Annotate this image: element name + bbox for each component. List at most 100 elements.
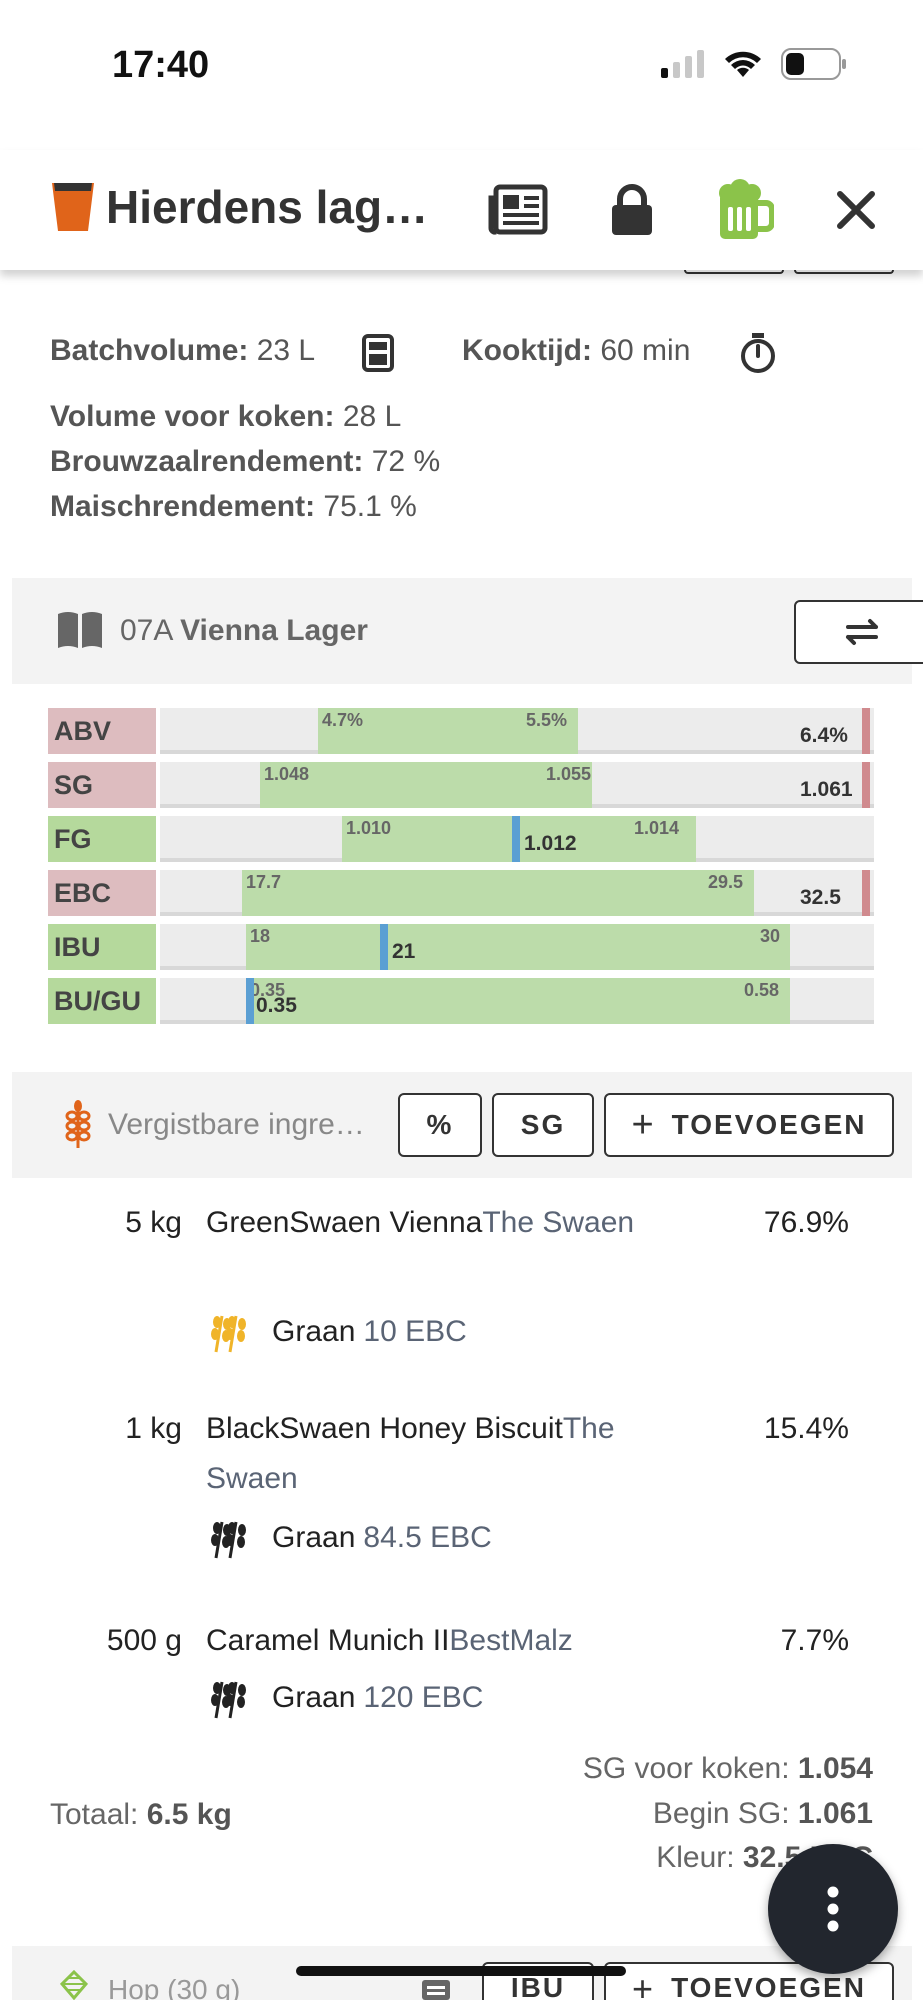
- status-time: 17:40: [112, 44, 210, 86]
- style-name[interactable]: 07A Vienna Lager: [120, 614, 368, 648]
- stat-track: 1.010 1.014 1.012: [160, 816, 874, 862]
- style-panel: 07A Vienna Lager: [12, 578, 912, 684]
- ingredient-type: Graan 84.5 EBC: [206, 1516, 492, 1560]
- batch-volume: Batchvolume: 23 L: [50, 334, 315, 368]
- stat-track: 18 30 21: [160, 924, 874, 970]
- stat-range: [242, 870, 754, 916]
- total-label: Totaal:: [50, 1798, 139, 1831]
- batch-volume-value: 23 L: [256, 334, 316, 367]
- stat-track: 17.7 29.5 32.5: [160, 870, 874, 916]
- swap-arrows-icon: [846, 619, 878, 645]
- stat-value-marker: [512, 816, 520, 862]
- plus-icon: +: [631, 1103, 656, 1146]
- pre-boil-value: 28 L: [342, 400, 402, 433]
- stat-value: 0.35: [256, 994, 297, 1017]
- original-gravity: Begin SG: 1.061: [653, 1797, 873, 1831]
- ingredient-brand: The Swaen: [206, 1412, 615, 1495]
- pre-boil-sg: SG voor koken: 1.054: [583, 1752, 873, 1786]
- stat-row-sg: SG 1.048 1.055 1.061: [48, 762, 874, 808]
- boil-time: Kooktijd: 60 min: [462, 334, 690, 368]
- app-header: Hierdens lag…: [0, 150, 923, 270]
- ingredient-percent: 76.9%: [763, 1206, 849, 1239]
- stat-range: [260, 762, 592, 808]
- ingredient-type-label: Graan: [272, 1521, 356, 1554]
- ingredient-name[interactable]: BlackSwaen Honey BiscuitThe Swaen: [206, 1404, 636, 1504]
- stat-label: BU/GU: [48, 978, 156, 1024]
- stat-row-ibu: IBU 18 30 21: [48, 924, 874, 970]
- stat-out-of-range-marker: [862, 708, 870, 754]
- ingredient-color: 120 EBC: [363, 1681, 484, 1714]
- ingredient-amount[interactable]: 500 g: [106, 1624, 182, 1657]
- ingredient-name[interactable]: Caramel Munich IIBestMalz: [206, 1616, 636, 1666]
- pre-boil-label: Volume voor koken:: [50, 400, 335, 433]
- calculator-icon[interactable]: [362, 334, 394, 372]
- stat-label: SG: [48, 762, 156, 808]
- stat-row-bu-gu: BU/GU 0.35 0.58 0.35: [48, 978, 874, 1024]
- stat-label: EBC: [48, 870, 156, 916]
- style-title: Vienna Lager: [180, 614, 368, 647]
- mash-efficiency: Maischrendement: 75.1 %: [50, 490, 417, 524]
- ingredient-type-label: Graan: [272, 1681, 356, 1714]
- stat-max: 0.58: [744, 980, 780, 1000]
- newspaper-icon: [488, 184, 548, 235]
- add-fermentable-label: TOEVOEGEN: [671, 1109, 867, 1140]
- mash-eff-value: 75.1 %: [323, 490, 417, 523]
- brew-session-button[interactable]: [712, 178, 776, 242]
- stat-value: 1.012: [524, 832, 577, 855]
- stat-max: 5.5%: [526, 710, 568, 730]
- stat-max: 1.014: [634, 818, 680, 838]
- stat-track: 1.048 1.055 1.061: [160, 762, 874, 808]
- stat-label: FG: [48, 816, 156, 862]
- stopwatch-icon[interactable]: [740, 332, 776, 374]
- cellular-signal-icon: [661, 50, 704, 78]
- pre-boil-volume: Volume voor koken: 28 L: [50, 400, 401, 434]
- close-icon: [837, 191, 875, 229]
- beer-mug-icon: [719, 179, 774, 239]
- ingredient-color: 84.5 EBC: [363, 1521, 492, 1554]
- hops-search[interactable]: Hop (30 g): [108, 1974, 241, 2000]
- lock-button[interactable]: [600, 178, 664, 242]
- ibu-button[interactable]: IBU: [482, 1962, 594, 2000]
- stat-label: IBU: [48, 924, 156, 970]
- fermentables-search[interactable]: Vergistbare ingre…: [108, 1108, 365, 1141]
- sg-button[interactable]: SG: [492, 1093, 594, 1157]
- stat-max: 1.055: [546, 764, 592, 784]
- ingredient-brand: BestMalz: [449, 1624, 573, 1657]
- stat-out-of-range-marker: [862, 870, 870, 916]
- total-weight: Totaal: 6.5 kg: [50, 1798, 232, 1832]
- lock-icon: [612, 184, 652, 235]
- stat-min: 4.7%: [322, 710, 364, 730]
- color-label: Kleur:: [656, 1841, 735, 1874]
- stat-range: [246, 978, 790, 1024]
- boil-time-label: Kooktijd:: [462, 334, 592, 367]
- ingredient-amount[interactable]: 5 kg: [125, 1206, 182, 1239]
- stat-value-marker: [380, 924, 388, 970]
- ingredient-name[interactable]: GreenSwaen ViennaThe Swaen: [206, 1198, 636, 1248]
- more-actions-button[interactable]: [768, 1844, 898, 1974]
- hop-icon: [59, 1970, 89, 2000]
- pre-boil-sg-value: 1.054: [797, 1752, 873, 1785]
- ingredient-percent: 7.7%: [780, 1624, 849, 1657]
- stat-min: 17.7: [246, 872, 282, 892]
- grain-icon: [211, 1315, 246, 1353]
- batch-volume-label: Batchvolume:: [50, 334, 249, 367]
- grain-icon: [211, 1681, 246, 1719]
- stat-max: 29.5: [708, 872, 744, 892]
- brewsheet-button[interactable]: [486, 178, 550, 242]
- total-value: 6.5 kg: [146, 1798, 232, 1831]
- percent-button[interactable]: %: [398, 1093, 482, 1157]
- recipe-title-area: Hierdens lag…: [50, 180, 428, 234]
- stat-max: 30: [760, 926, 781, 946]
- boil-time-value: 60 min: [600, 334, 691, 367]
- add-fermentable-button[interactable]: + TOEVOEGEN: [604, 1093, 894, 1157]
- ingredient-color: 10 EBC: [363, 1315, 467, 1348]
- list-icon[interactable]: [422, 1980, 450, 2000]
- close-button[interactable]: [824, 178, 888, 242]
- ingredient-title: BlackSwaen Honey Biscuit: [206, 1412, 563, 1445]
- ingredient-amount[interactable]: 1 kg: [125, 1412, 182, 1445]
- stat-value: 32.5: [800, 886, 841, 909]
- beer-glass-icon: [52, 183, 94, 231]
- grain-icon: [211, 1521, 246, 1559]
- status-bar: 17:40: [0, 0, 923, 130]
- swap-style-button[interactable]: [794, 600, 923, 664]
